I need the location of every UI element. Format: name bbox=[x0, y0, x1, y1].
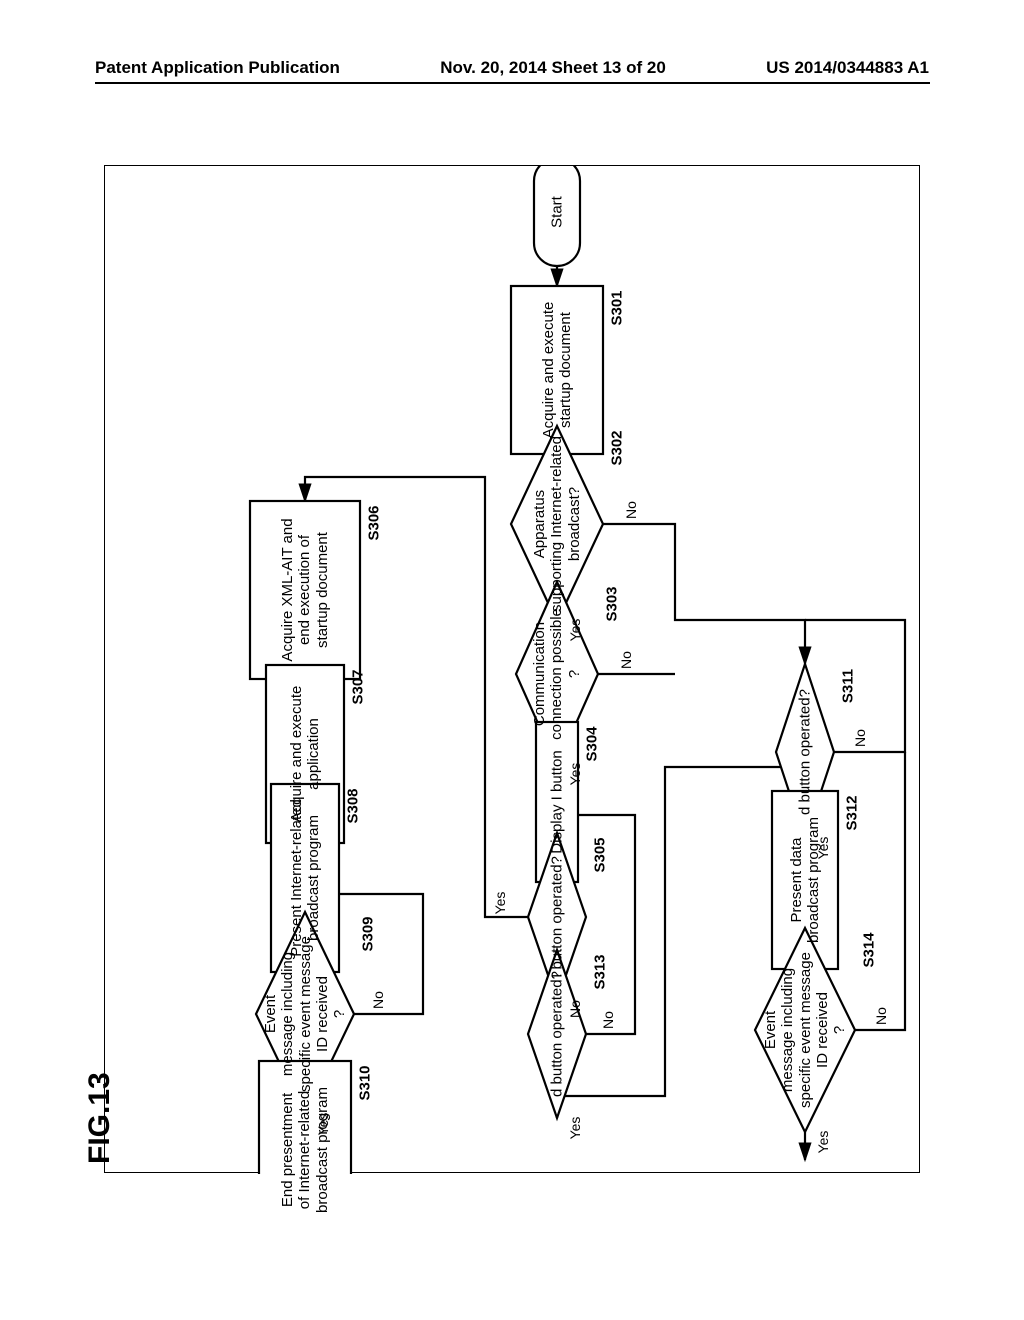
s303-no: No bbox=[618, 651, 634, 669]
s304-step: S304 bbox=[584, 726, 601, 761]
s302-yes: Yes bbox=[567, 619, 583, 642]
s311-step: S311 bbox=[840, 669, 857, 703]
s306-label: Acquire XML-AIT andend execution ofstart… bbox=[279, 518, 331, 661]
start-node: Start bbox=[548, 196, 565, 228]
s314-label: Eventmessage includingspecific event mes… bbox=[762, 952, 848, 1108]
s305-no: No bbox=[567, 1000, 583, 1018]
s310-label: End presentmentof Internet-relatedbroadc… bbox=[279, 1087, 331, 1213]
s313-no: No bbox=[600, 1011, 616, 1029]
s302-no: No bbox=[623, 501, 639, 519]
s301-step: S301 bbox=[609, 290, 626, 325]
page-header: Patent Application Publication Nov. 20, … bbox=[0, 58, 1024, 78]
s314-yes: Yes bbox=[815, 1131, 831, 1154]
s307-step: S307 bbox=[350, 669, 367, 704]
s309-step: S309 bbox=[360, 916, 377, 951]
header-right: US 2014/0344883 A1 bbox=[766, 58, 929, 78]
header-mid: Nov. 20, 2014 Sheet 13 of 20 bbox=[440, 58, 666, 78]
diagram-container: FIG.13 StartAcquire and executestartup d… bbox=[104, 165, 920, 1173]
s313-step: S313 bbox=[592, 954, 609, 989]
s309-label: Eventmessage includingspecific event mes… bbox=[262, 936, 348, 1092]
s314-no: No bbox=[873, 1007, 889, 1025]
s306-step: S306 bbox=[366, 505, 383, 540]
s314-step: S314 bbox=[861, 932, 878, 967]
s303-step: S303 bbox=[604, 586, 621, 621]
header-left: Patent Application Publication bbox=[95, 58, 340, 78]
s305-label: I button operated? bbox=[548, 856, 565, 978]
s303-yes: Yes bbox=[567, 763, 583, 786]
s313-yes: Yes bbox=[567, 1117, 583, 1140]
s308-label: Present Internet-relatedbroadcast progra… bbox=[288, 799, 323, 957]
s311-no: No bbox=[852, 729, 868, 747]
s309-yes: Yes bbox=[315, 1113, 331, 1136]
s302-step: S302 bbox=[609, 430, 626, 465]
header-divider bbox=[95, 82, 930, 84]
s309-no: No bbox=[370, 991, 386, 1009]
s312-step: S312 bbox=[844, 795, 861, 830]
s304-label: Display I button bbox=[548, 750, 565, 853]
s302-label: Apparatussupporting Internet-relatedbroa… bbox=[531, 436, 583, 612]
s310-step: S310 bbox=[357, 1065, 374, 1100]
s311-label: d button operated? bbox=[796, 689, 813, 815]
s305-yes: Yes bbox=[492, 892, 508, 915]
s313-label: d button operated? bbox=[548, 971, 565, 1097]
s301-label: Acquire and executestartup document bbox=[540, 302, 575, 439]
s311-yes: Yes bbox=[815, 837, 831, 860]
s308-step: S308 bbox=[345, 788, 362, 823]
s305-step: S305 bbox=[592, 837, 609, 872]
